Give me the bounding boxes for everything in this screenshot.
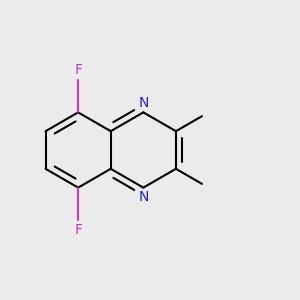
Text: N: N [138,96,148,110]
Text: F: F [74,63,82,77]
Text: F: F [74,223,82,237]
Text: N: N [138,190,148,204]
